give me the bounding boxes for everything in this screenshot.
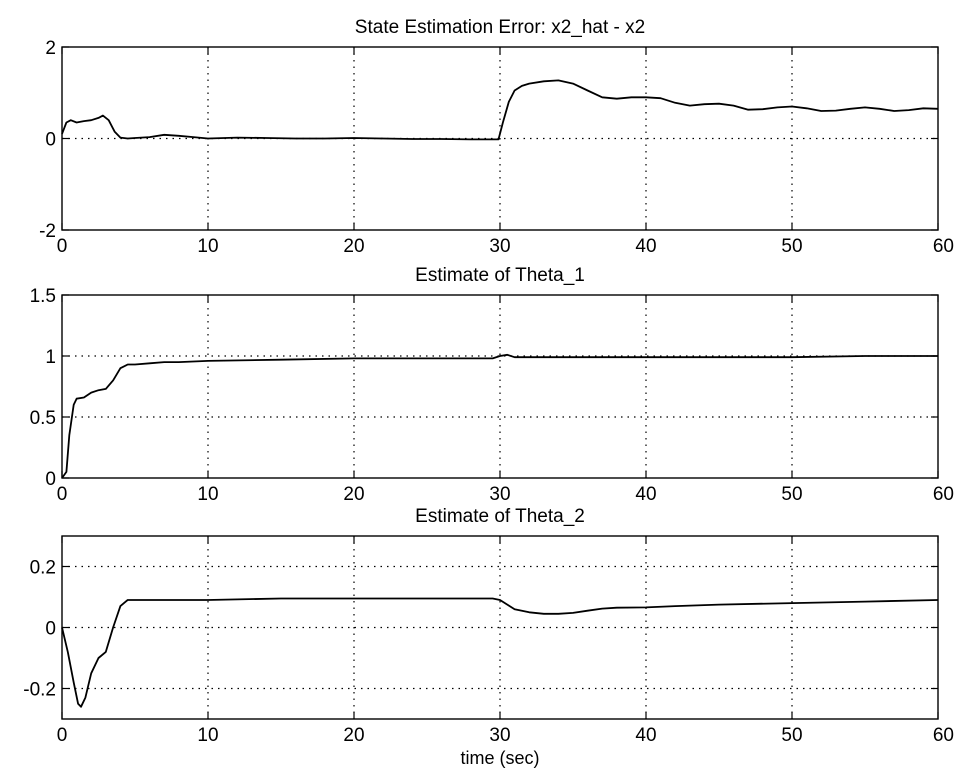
y-tick-label: 0 (45, 130, 56, 151)
x-tick-label: 0 (57, 484, 68, 505)
x-tick-label: 20 (343, 236, 364, 257)
y-tick-label: -0.2 (23, 680, 56, 701)
subplot-2: Estimate of Theta_1 0 10 20 30 40 50 60 0 0.5 1 1.5 (30, 265, 954, 505)
x-tick-label: 0 (57, 725, 68, 746)
series-line (61, 597, 939, 708)
y-tick-label: -2 (39, 221, 56, 242)
x-tick-label: 40 (635, 236, 656, 257)
y-tick-label: 0 (45, 619, 56, 640)
series-line (61, 79, 939, 141)
y-tick-label: 2 (45, 38, 56, 59)
x-tick-label: 60 (933, 484, 954, 505)
x-tick-label: 30 (489, 725, 510, 746)
x-tick-label: 30 (489, 236, 510, 257)
series-line (61, 353, 938, 479)
x-tick-label: 10 (197, 725, 218, 746)
x-tick-label: 50 (781, 725, 802, 746)
y-tick-label: 1 (45, 347, 56, 368)
subplot-title: Estimate of Theta_1 (415, 265, 585, 286)
subplot-3: Estimate of Theta_2 0 10 20 30 40 50 60 -0.2 0 0.2… (23, 506, 954, 768)
x-tick-label: 60 (933, 236, 954, 257)
y-tick-label: 1.5 (30, 286, 56, 307)
x-tick-label: 50 (781, 236, 802, 257)
x-tick-label: 60 (933, 725, 954, 746)
y-tick-label: 0.5 (30, 408, 56, 429)
x-tick-label: 10 (197, 484, 218, 505)
x-tick-label: 20 (343, 484, 364, 505)
x-tick-label: 0 (57, 236, 68, 257)
subplot-1: State Estimation Error: x2_hat - x20 10 20… (39, 17, 954, 257)
y-tick-label: 0.2 (30, 558, 56, 579)
subplot-title: State Estimation Error: x2_hat - x2 (355, 17, 645, 38)
x-tick-label: 30 (489, 484, 510, 505)
x-tick-label: 20 (343, 725, 364, 746)
x-tick-label: 50 (781, 484, 802, 505)
y-tick-label: 0 (45, 469, 56, 490)
x-axis-label: time (sec) (460, 748, 539, 768)
x-tick-label: 40 (635, 725, 656, 746)
x-tick-label: 40 (635, 484, 656, 505)
x-tick-label: 10 (197, 236, 218, 257)
subplot-title: Estimate of Theta_2 (415, 506, 585, 527)
